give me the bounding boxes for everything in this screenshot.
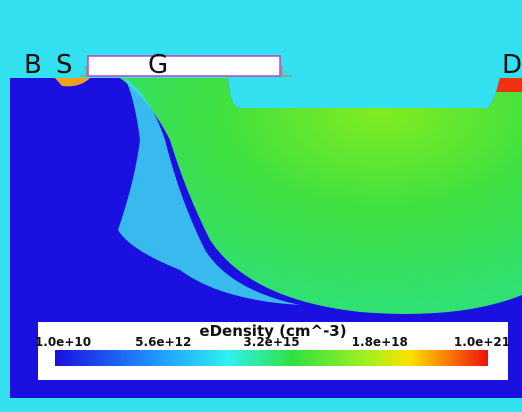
colorbar-tick-label: 1.0e+21: [454, 335, 510, 349]
gate-label: G: [148, 50, 168, 80]
drain-contact: [496, 78, 522, 92]
electron-channel: [120, 78, 522, 314]
colorbar-tick-label: 1.8e+18: [352, 335, 408, 349]
drain-label: D: [502, 50, 522, 80]
colorbar: [55, 350, 488, 366]
gate: [87, 55, 281, 77]
plume: [118, 78, 300, 305]
source-contact: [55, 78, 90, 87]
body-label: B: [24, 50, 42, 80]
colorbar-title: eDensity (cm^-3): [199, 322, 346, 340]
colorbar-tick-label: 5.6e+12: [135, 335, 191, 349]
colorbar-tick-label: 3.2e+15: [243, 335, 299, 349]
colorbar-tick-label: 1.0e+10: [35, 335, 91, 349]
source-label: S: [56, 50, 73, 80]
colorbar-ticks: 1.0e+10 5.6e+12 3.2e+15 1.8e+18 1.0e+21: [35, 335, 510, 349]
gate-outline: [80, 66, 292, 77]
